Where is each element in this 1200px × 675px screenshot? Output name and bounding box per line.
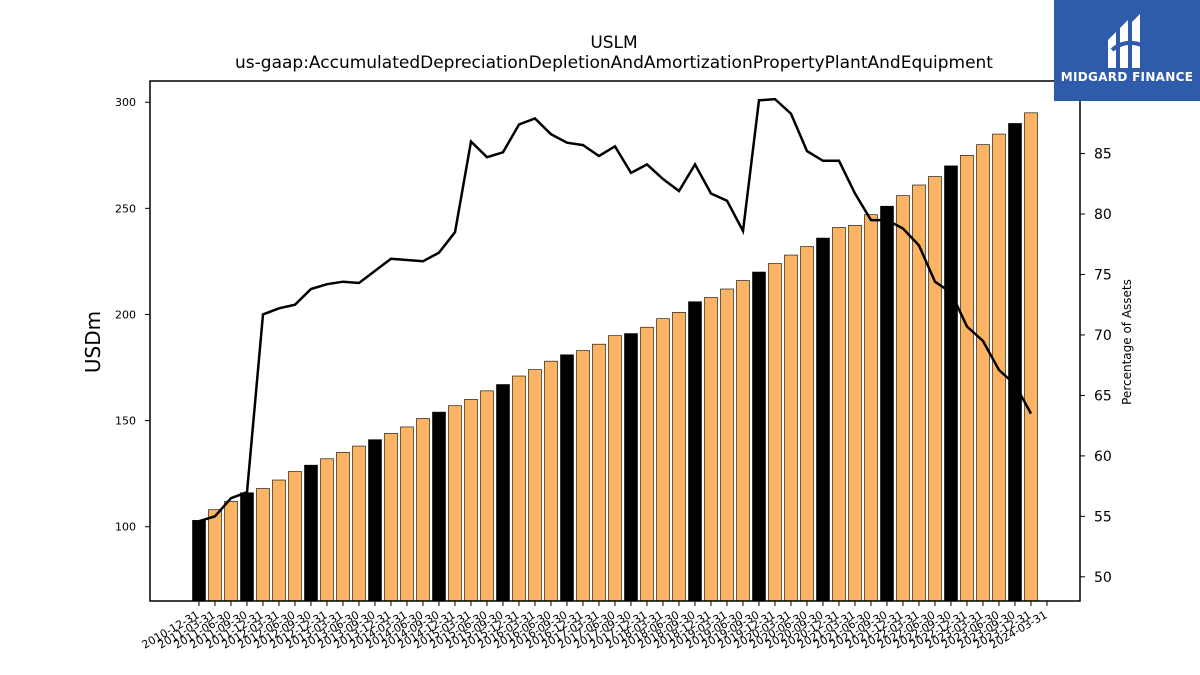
bar	[368, 439, 382, 602]
y2-tick-label: 60	[1094, 449, 1112, 465]
bar	[832, 227, 846, 602]
bar	[224, 500, 238, 602]
bar	[512, 375, 526, 602]
bar	[384, 433, 398, 602]
bar	[352, 445, 366, 602]
bar	[816, 237, 830, 602]
bar	[432, 411, 446, 602]
bar	[1024, 112, 1038, 602]
bar	[784, 254, 798, 602]
bar	[272, 479, 286, 602]
y2-tick-label: 70	[1094, 328, 1112, 344]
bar	[336, 452, 350, 602]
y2-tick-label: 85	[1094, 147, 1112, 163]
bar	[640, 326, 654, 602]
chart-subtitle: us-gaap:AccumulatedDepreciationDepletion…	[235, 53, 993, 73]
bar	[976, 144, 990, 602]
y-tick-label: 250	[115, 202, 136, 215]
bar	[256, 488, 270, 602]
logo-name: MIDGARD FINANCE	[1060, 70, 1194, 84]
bar	[608, 335, 622, 602]
bar	[848, 225, 862, 602]
bar	[656, 318, 670, 602]
y2-axis-label: Percentage of Assets	[1120, 279, 1134, 405]
y-tick-label: 150	[115, 415, 136, 428]
bar	[304, 464, 318, 602]
bar	[464, 399, 478, 602]
x-axis: 2010-12-312011-03-312011-06-302011-09-30…	[140, 601, 1050, 652]
chart-title: USLM	[590, 33, 637, 53]
bar	[672, 312, 686, 602]
bar	[896, 195, 910, 602]
bar	[528, 369, 542, 602]
bar-series	[192, 112, 1038, 602]
bar	[240, 492, 254, 602]
y-axis-label: USDm	[81, 311, 105, 373]
bar	[752, 271, 766, 602]
logo-mark-icon	[1108, 14, 1145, 68]
bar	[960, 154, 974, 602]
y2-tick-label: 75	[1094, 267, 1112, 283]
bar	[320, 458, 334, 602]
bar	[544, 360, 558, 602]
bar	[704, 297, 718, 602]
y-tick-label: 200	[115, 308, 136, 321]
bar	[448, 405, 462, 602]
line-series	[198, 97, 1033, 523]
y2-tick-label: 50	[1094, 570, 1112, 586]
bar	[576, 350, 590, 602]
bar	[480, 390, 494, 602]
y2-axis: 50 55 60 65 70 75 80 85	[1080, 147, 1112, 586]
bar	[624, 333, 638, 602]
bar	[288, 471, 302, 602]
bar	[496, 384, 510, 602]
bar	[1008, 123, 1022, 602]
bar	[560, 354, 574, 602]
bar	[800, 246, 814, 602]
bar	[208, 509, 222, 602]
bar	[864, 214, 878, 602]
y-tick-label: 300	[115, 96, 136, 109]
bar	[736, 280, 750, 602]
y2-tick-label: 55	[1094, 509, 1112, 525]
bar	[192, 520, 206, 602]
percentage-line	[198, 97, 1033, 523]
bar	[400, 426, 414, 602]
y-tick-label: 100	[115, 521, 136, 534]
bar	[880, 205, 894, 602]
bar	[688, 301, 702, 602]
bar	[416, 418, 430, 602]
bar	[944, 165, 958, 602]
bar	[768, 263, 782, 602]
y2-tick-label: 80	[1094, 207, 1112, 223]
bar	[928, 176, 942, 602]
logo: MIDGARD FINANCE	[1054, 0, 1200, 101]
bar	[720, 288, 734, 602]
bar	[592, 343, 606, 602]
y2-tick-label: 65	[1094, 388, 1112, 404]
y-axis: 100 150 200 250 300	[115, 96, 150, 534]
